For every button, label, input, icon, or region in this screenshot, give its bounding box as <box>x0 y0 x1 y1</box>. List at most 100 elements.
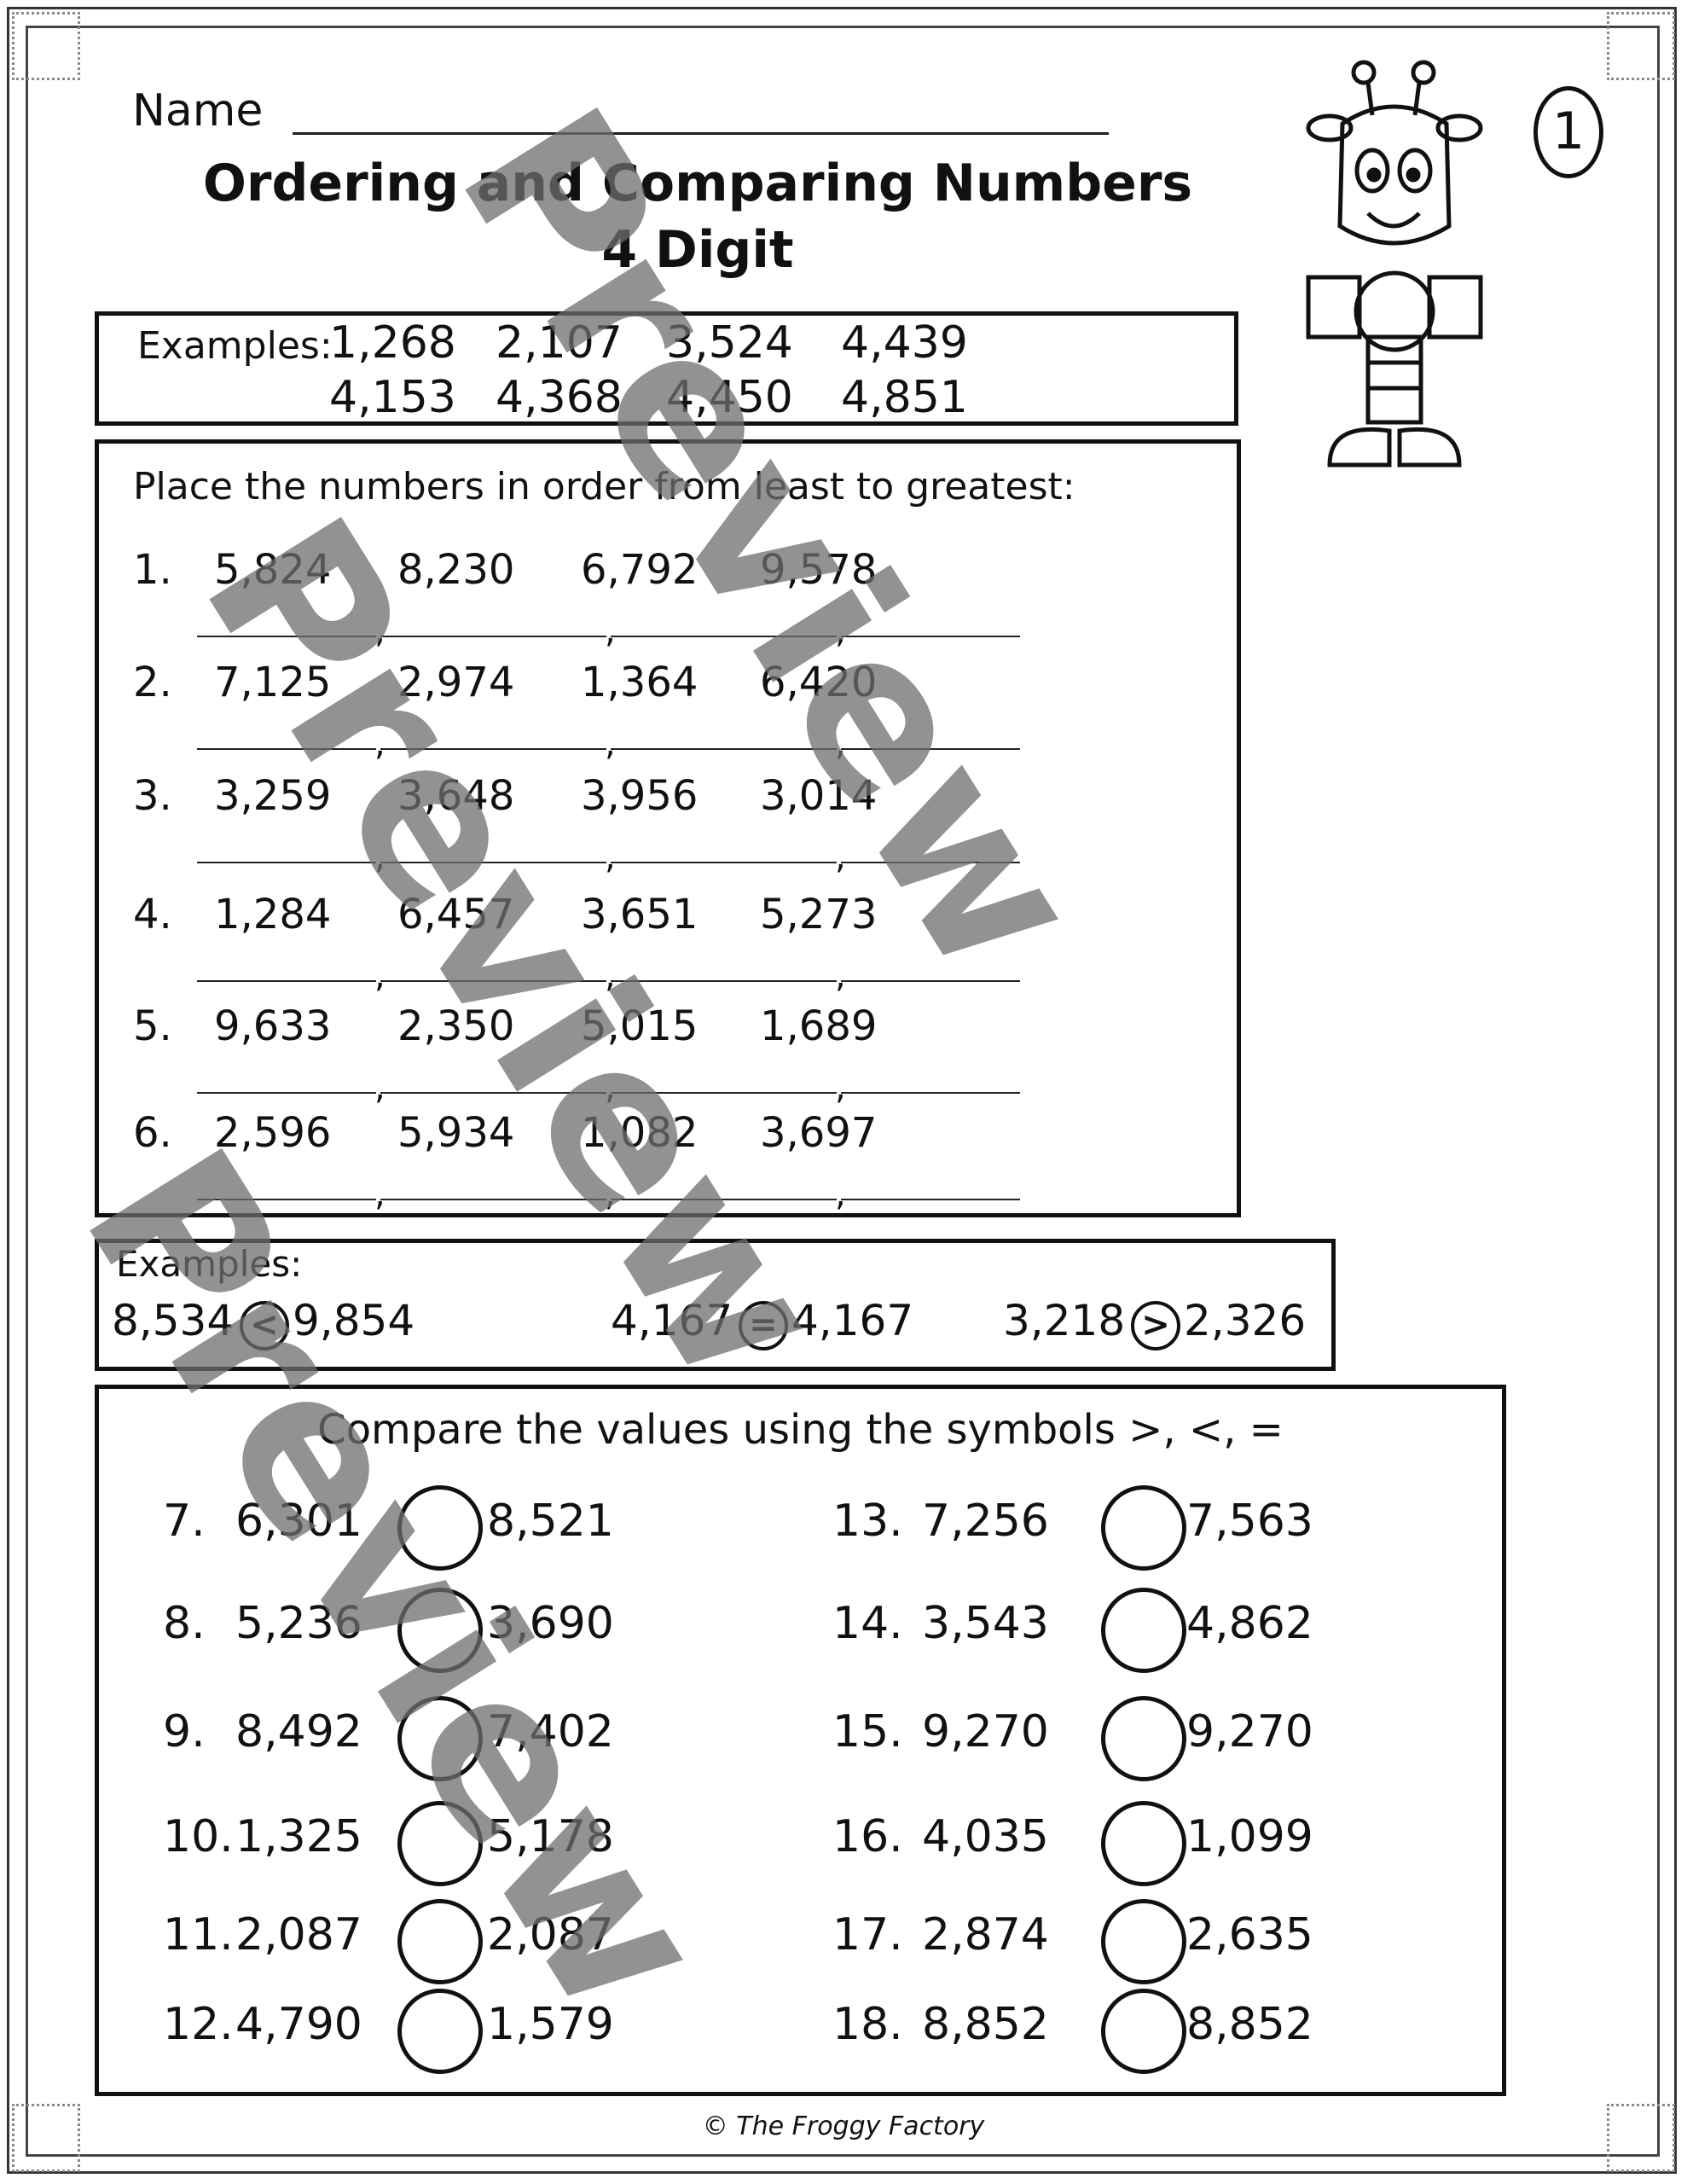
answer-blank[interactable] <box>380 636 606 637</box>
compare-right-number: 1,099 <box>1186 1811 1313 1862</box>
problem-number: 3,259 <box>214 772 332 820</box>
answer-blank[interactable] <box>197 980 376 982</box>
compare-right-number: 7,402 <box>487 1706 614 1757</box>
example-number: 4,368 <box>496 372 623 423</box>
problem-label: 16. <box>832 1811 903 1862</box>
example-symbol-circle: > <box>1131 1301 1180 1350</box>
problem-number: 6,792 <box>581 546 699 594</box>
answer-circle[interactable] <box>1101 1899 1186 1984</box>
problem-number: 9,578 <box>760 546 878 594</box>
compare-right-number: 1,579 <box>487 1999 614 2050</box>
answer-circle[interactable] <box>1101 1485 1186 1571</box>
example-symbol-circle: < <box>240 1301 289 1350</box>
comma-separator: , <box>374 612 386 651</box>
problem-label: 1. <box>133 546 172 594</box>
answer-blank[interactable] <box>380 1092 606 1094</box>
compare-left-number: 6,301 <box>235 1496 362 1547</box>
name-field[interactable] <box>293 132 1109 135</box>
answer-circle[interactable] <box>1101 1696 1186 1781</box>
answer-blank[interactable] <box>841 748 1020 750</box>
ordering-instruction: Place the numbers in order from least to… <box>133 465 1075 508</box>
answer-blank[interactable] <box>380 1199 606 1200</box>
answer-blank[interactable] <box>611 748 837 750</box>
examples-label: Examples: <box>137 324 333 368</box>
example-right-number: 4,167 <box>791 1296 914 1345</box>
answer-blank[interactable] <box>611 862 837 863</box>
answer-blank[interactable] <box>841 1199 1020 1200</box>
answer-blank[interactable] <box>841 636 1020 637</box>
answer-blank[interactable] <box>841 862 1020 863</box>
problem-number: 1,364 <box>581 659 699 706</box>
problem-label: 18. <box>832 1999 903 2050</box>
answer-circle[interactable] <box>1101 1801 1186 1886</box>
compare-right-number: 8,521 <box>487 1496 614 1547</box>
example-right-number: 2,326 <box>1184 1296 1307 1345</box>
answer-circle[interactable] <box>397 1989 483 2074</box>
comma-separator: , <box>605 1068 616 1107</box>
example-left-number: 3,218 <box>1003 1296 1126 1345</box>
problem-number: 5,934 <box>397 1109 515 1157</box>
comma-separator: , <box>605 1175 616 1214</box>
answer-blank[interactable] <box>197 748 376 750</box>
problem-number: 7,125 <box>214 659 332 706</box>
example-left-number: 4,167 <box>611 1296 733 1345</box>
answer-circle[interactable] <box>397 1899 483 1984</box>
comma-separator: , <box>835 1175 846 1214</box>
problem-label: 2. <box>133 659 172 706</box>
problem-number: 3,697 <box>760 1109 878 1157</box>
answer-blank[interactable] <box>197 636 376 637</box>
example-right-number: 9,854 <box>293 1296 415 1345</box>
compare-right-number: 2,635 <box>1186 1909 1313 1960</box>
answer-circle[interactable] <box>1101 1588 1186 1673</box>
answer-blank[interactable] <box>611 636 837 637</box>
answer-circle[interactable] <box>397 1588 483 1673</box>
giraffe-illustration <box>1306 60 1483 468</box>
answer-blank[interactable] <box>380 980 606 982</box>
answer-blank[interactable] <box>841 1092 1020 1094</box>
problem-number: 3,648 <box>397 772 515 820</box>
problem-label: 15. <box>832 1706 903 1757</box>
compare-left-number: 3,543 <box>922 1598 1049 1649</box>
comma-separator: , <box>374 1068 386 1107</box>
answer-circle[interactable] <box>1101 1989 1186 2074</box>
answer-blank[interactable] <box>197 1092 376 1094</box>
comma-separator: , <box>374 724 386 764</box>
example-symbol-circle: = <box>739 1301 788 1350</box>
problem-number: 3,651 <box>581 891 699 938</box>
problem-label: 3. <box>133 772 172 820</box>
compare-left-number: 8,852 <box>922 1999 1049 2050</box>
comma-separator: , <box>605 724 616 764</box>
answer-blank[interactable] <box>611 980 837 982</box>
answer-blank[interactable] <box>380 862 606 863</box>
example-number: 2,107 <box>496 317 623 369</box>
problem-label: 6. <box>133 1109 172 1157</box>
answer-blank[interactable] <box>380 748 606 750</box>
answer-circle[interactable] <box>397 1801 483 1886</box>
compare-left-number: 4,035 <box>922 1811 1049 1862</box>
corner-decoration <box>12 12 80 80</box>
problem-label: 8. <box>163 1598 206 1649</box>
comma-separator: , <box>605 956 616 996</box>
page-number: 1 <box>1533 86 1603 178</box>
example-number: 3,524 <box>666 317 793 369</box>
problem-label: 13. <box>832 1496 903 1547</box>
compare-left-number: 7,256 <box>922 1496 1049 1547</box>
answer-circle[interactable] <box>397 1696 483 1781</box>
compare-left-number: 2,087 <box>235 1909 362 1960</box>
answer-blank[interactable] <box>841 980 1020 982</box>
problem-label: 10. <box>163 1811 234 1862</box>
comma-separator: , <box>835 612 846 651</box>
answer-circle[interactable] <box>397 1485 483 1571</box>
compare-right-number: 2,087 <box>487 1909 614 1960</box>
answer-blank[interactable] <box>197 1199 376 1200</box>
comma-separator: , <box>605 612 616 651</box>
answer-blank[interactable] <box>611 1199 837 1200</box>
compare-right-number: 5,178 <box>487 1811 614 1862</box>
answer-blank[interactable] <box>611 1092 837 1094</box>
answer-blank[interactable] <box>197 862 376 863</box>
example-number: 4,153 <box>329 372 456 423</box>
example-left-number: 8,534 <box>112 1296 235 1345</box>
problem-number: 5,824 <box>214 546 332 594</box>
compare-right-number: 3,690 <box>487 1598 614 1649</box>
comma-separator: , <box>605 838 616 877</box>
